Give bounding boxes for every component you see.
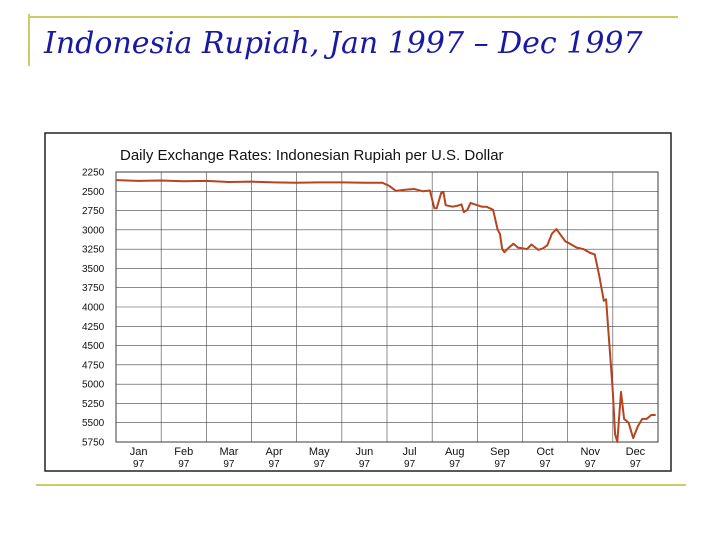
- y-tick-label: 3250: [82, 245, 105, 256]
- x-tick-month-label: Jul: [403, 446, 417, 458]
- y-tick-label: 4750: [82, 360, 105, 371]
- series-layer: [115, 179, 656, 443]
- x-tick-month-label: May: [309, 446, 330, 458]
- x-tick-month-label: Oct: [537, 446, 554, 458]
- title-accent-rule-vertical: [28, 14, 30, 66]
- y-tick-label: 5000: [82, 380, 105, 391]
- chart-title: Daily Exchange Rates: Indonesian Rupiah …: [120, 147, 504, 164]
- x-tick-month-label: Apr: [266, 446, 283, 458]
- y-tick-label: 4500: [82, 341, 105, 352]
- y-tick-label: 5500: [82, 418, 105, 429]
- y-tick-label: 5750: [82, 438, 105, 449]
- y-tick-label: 4000: [82, 303, 105, 314]
- y-tick-label: 4250: [82, 322, 105, 333]
- x-tick-year-label: 97: [178, 459, 190, 470]
- x-tick-month-label: Jun: [356, 446, 374, 458]
- x-tick-month-label: Aug: [445, 446, 465, 458]
- y-tick-label: 2500: [82, 187, 105, 198]
- y-tick-label: 3750: [82, 283, 105, 294]
- x-tick-year-label: 97: [314, 459, 326, 470]
- x-tick-month-label: Sep: [490, 446, 510, 458]
- y-tick-label: 2750: [82, 206, 105, 217]
- x-tick-year-label: 97: [223, 459, 235, 470]
- x-tick-labels: Jan97Feb97Mar97Apr97May97Jun97Jul97Aug97…: [130, 446, 646, 470]
- x-tick-year-label: 97: [269, 459, 281, 470]
- x-tick-year-label: 97: [133, 459, 145, 470]
- chart-border: [44, 132, 672, 472]
- x-tick-month-label: Mar: [219, 446, 238, 458]
- x-tick-year-label: 97: [359, 459, 371, 470]
- x-tick-year-label: 97: [404, 459, 416, 470]
- x-tick-year-label: 97: [449, 459, 461, 470]
- exchange-rate-chart: Daily Exchange Rates: Indonesian Rupiah …: [44, 132, 672, 472]
- x-tick-month-label: Feb: [174, 446, 193, 458]
- x-tick-year-label: 97: [494, 459, 506, 470]
- slide-title: Indonesia Rupiah, Jan 1997 – Dec 1997: [44, 26, 643, 61]
- x-tick-year-label: 97: [540, 459, 552, 470]
- x-tick-year-label: 97: [630, 459, 642, 470]
- y-tick-labels: 2250 2500 2750 3000 3250 3500 3750 4000 4250 4500…: [82, 168, 105, 449]
- y-tick-label: 2250: [82, 168, 105, 179]
- title-accent-rule-horizontal: [28, 16, 678, 18]
- bottom-accent-rule: [36, 484, 686, 486]
- grid-layer: [115, 171, 659, 443]
- y-tick-label: 5250: [82, 399, 105, 410]
- y-tick-label: 3500: [82, 264, 105, 275]
- x-tick-month-label: Jan: [130, 446, 148, 458]
- x-tick-month-label: Dec: [626, 446, 646, 458]
- y-tick-label: 3000: [82, 225, 105, 236]
- x-tick-month-label: Nov: [580, 446, 600, 458]
- chart-frame: Daily Exchange Rates: Indonesian Rupiah …: [44, 132, 672, 472]
- x-tick-year-label: 97: [585, 459, 597, 470]
- series-line-rupiah: [115, 179, 656, 443]
